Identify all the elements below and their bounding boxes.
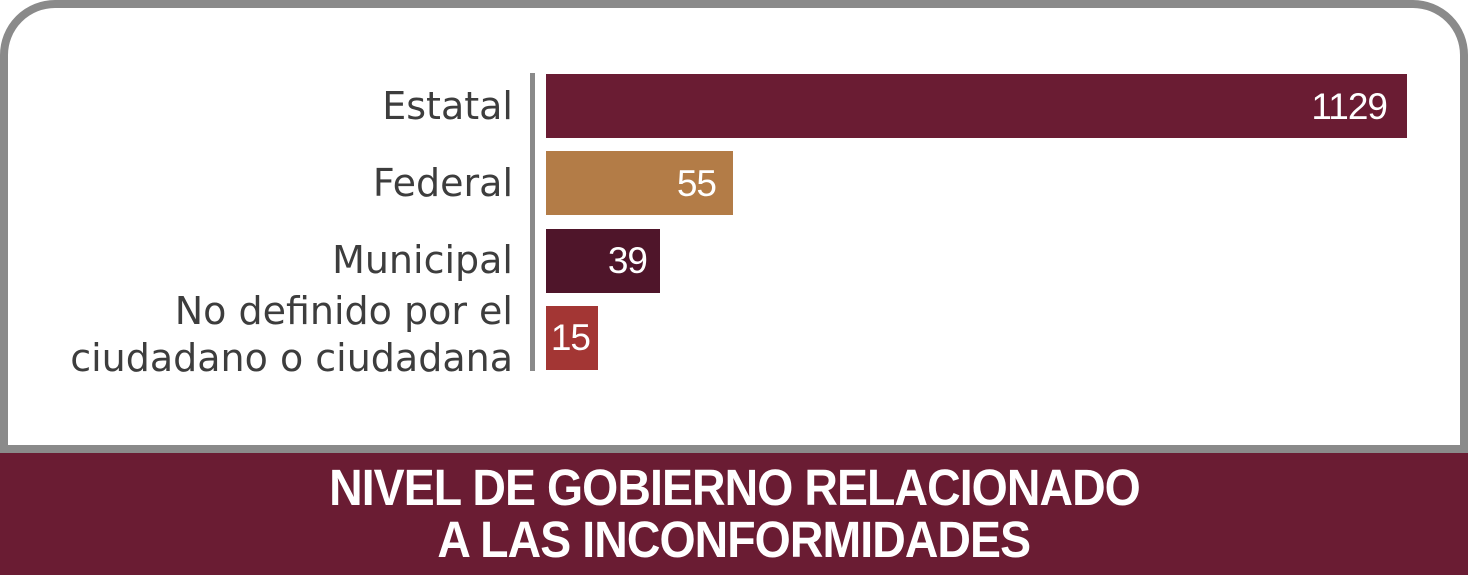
bar-value-4: 15 — [550, 317, 591, 359]
bar-value-3: 39 — [607, 240, 648, 282]
bar-3: 39 — [546, 228, 660, 293]
bar-chart: Estatal 1129 Federal 55 Municipal 39 No defini… — [70, 73, 1407, 380]
bar-4: 15 — [546, 305, 598, 370]
y-axis-line — [530, 73, 535, 371]
bar-2: 55 — [546, 151, 733, 216]
bar-1: 1129 — [546, 74, 1407, 138]
category-label-2: Federal — [372, 160, 513, 205]
category-label-3: Municipal — [332, 238, 513, 283]
title-banner: NIVEL DE GOBIERNO RELACIONADO A LAS INCO… — [0, 453, 1468, 575]
category-label-1: Estatal — [382, 83, 513, 128]
chart-title-line-1: NIVEL DE GOBIERNO RELACIONADO — [328, 459, 1141, 516]
category-label-4: No definido por el ciudadano o ciudadana — [70, 288, 513, 380]
bar-value-1: 1129 — [1311, 85, 1388, 127]
chart-title-line-2: A LAS INCONFORMIDADES — [437, 511, 1032, 568]
bar-value-2: 55 — [676, 162, 717, 204]
